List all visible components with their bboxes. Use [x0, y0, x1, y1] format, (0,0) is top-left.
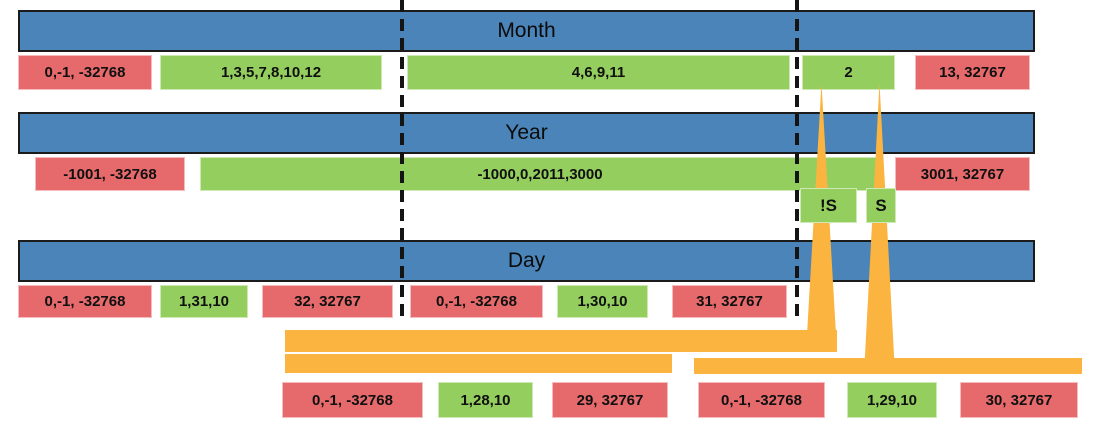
month-class-february: 2 [802, 55, 895, 90]
month-class-invalid-high: 13, 32767 [915, 55, 1030, 90]
year-bar: Year [18, 112, 1035, 154]
dashed-divider-left [400, 0, 404, 322]
day-bar: Day [18, 240, 1035, 282]
feb-nonleap-class-invalid-high: 29, 32767 [552, 382, 668, 418]
day-class-valid-30: 1,30,10 [557, 285, 648, 318]
month-class-31day-months: 1,3,5,7,8,10,12 [160, 55, 382, 90]
feb-leap-class-invalid-low: 0,-1, -32768 [698, 382, 825, 418]
feb-nonleap-class-valid: 1,28,10 [438, 382, 533, 418]
month-class-invalid-low: 0,-1, -32768 [18, 55, 152, 90]
connector-bar-not-leap [285, 330, 837, 352]
day-class-invalid-low-30: 0,-1, -32768 [410, 285, 543, 318]
month-bar: Month [18, 10, 1035, 52]
feb-nonleap-class-invalid-low: 0,-1, -32768 [282, 382, 423, 418]
connector-bar-leap [694, 358, 1082, 374]
year-class-invalid-high: 3001, 32767 [895, 157, 1030, 191]
connector-bar-not-leap-underline [285, 354, 672, 373]
leap-flag-leap: S [866, 188, 896, 223]
year-class-invalid-low: -1001, -32768 [35, 157, 185, 191]
leap-flag-not-leap: !S [800, 188, 857, 223]
day-class-valid-31: 1,31,10 [160, 285, 248, 318]
day-class-invalid-high-30: 31, 32767 [672, 285, 787, 318]
month-bar-title: Month [497, 19, 556, 42]
year-bar-title: Year [505, 121, 548, 144]
feb-leap-class-invalid-high: 30, 32767 [960, 382, 1078, 418]
day-class-invalid-low-31: 0,-1, -32768 [18, 285, 152, 318]
day-bar-title: Day [507, 249, 546, 272]
feb-leap-class-valid: 1,29,10 [847, 382, 937, 418]
month-class-30day-months: 4,6,9,11 [407, 55, 790, 90]
year-class-valid: -1000,0,2011,3000 [200, 157, 880, 191]
day-class-invalid-high-31: 32, 32767 [262, 285, 393, 318]
dashed-divider-right [795, 0, 799, 322]
